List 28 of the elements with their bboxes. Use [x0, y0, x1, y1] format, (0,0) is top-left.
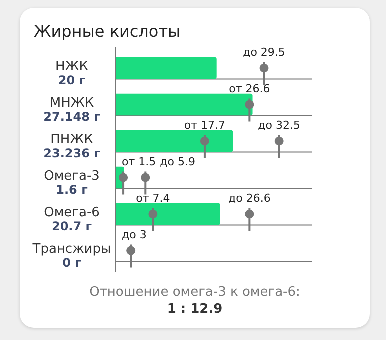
data-label: до 32.5	[258, 119, 300, 132]
bar	[116, 57, 217, 80]
data-label: 1.6 г	[56, 182, 88, 197]
text: 1 : 12.9	[166, 301, 224, 318]
data-label: от 26.6	[229, 82, 270, 96]
data-label: до 5.9	[160, 156, 196, 169]
data-label: до 3	[122, 228, 147, 242]
y-tick-label: Трансжиры	[32, 242, 112, 258]
text: Отношение омега-3 к омега-6:	[88, 284, 302, 301]
data-label: 27.148 г	[44, 110, 100, 124]
data-label: 20 г	[58, 73, 86, 88]
y-tick-label: ПНЖК	[50, 132, 94, 148]
data-label: 23.236 г	[44, 146, 100, 160]
data-label: от 7.4	[136, 192, 170, 206]
bar	[116, 94, 253, 116]
y-tick-label: Омега-6	[44, 206, 100, 221]
data-label: 0 г	[62, 256, 82, 270]
bar	[116, 130, 234, 152]
data-label: 20.7 г	[52, 219, 92, 234]
data-label: до 26.6	[228, 192, 271, 206]
bar	[116, 203, 220, 226]
data-label: от 1.5	[122, 156, 156, 169]
chart-title: Жирные кислоты	[34, 22, 181, 41]
data-label: от 17.7	[184, 119, 226, 132]
y-tick-label: МНЖК	[50, 96, 94, 112]
y-tick-label: НЖК	[55, 60, 89, 75]
data-label: до 29.5	[243, 46, 286, 60]
y-tick-label: Омега-3	[44, 169, 100, 184]
